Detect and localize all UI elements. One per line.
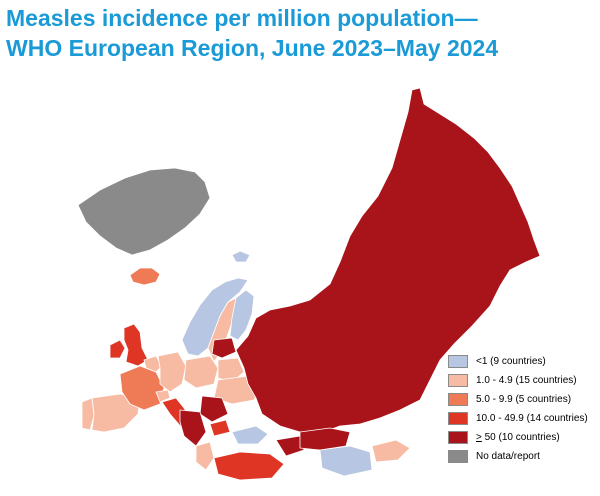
legend-swatch xyxy=(448,431,468,444)
legend-label: 10.0 - 49.9 (14 countries) xyxy=(476,413,588,424)
legend-swatch xyxy=(448,412,468,425)
legend-swatch xyxy=(448,450,468,463)
region-turkey xyxy=(213,451,285,481)
legend-swatch xyxy=(448,374,468,387)
legend-label: No data/report xyxy=(476,451,540,462)
region-russia xyxy=(235,87,541,435)
region-ireland xyxy=(109,339,126,359)
legend-prefix: > xyxy=(476,432,482,443)
map-title-line-1: Measles incidence per million population… xyxy=(6,5,478,31)
legend-label: 5.0 - 9.9 (5 countries) xyxy=(476,394,572,405)
region-baltics xyxy=(211,337,237,359)
region-kyrgyz-taj xyxy=(371,439,411,463)
legend-item-1-to-4-9: 1.0 - 4.9 (15 countries) xyxy=(448,371,598,390)
region-romania xyxy=(199,395,229,423)
region-svalbard xyxy=(231,250,251,263)
legend-label: 50 (10 countries) xyxy=(481,432,560,443)
legend-item-lt1: <1 (9 countries) xyxy=(448,352,598,371)
region-benelux xyxy=(143,355,163,373)
region-caucasus xyxy=(275,435,305,457)
legend-item-ge50: > 50 (10 countries) xyxy=(448,428,598,447)
legend-item-no-data: No data/report xyxy=(448,447,598,466)
region-france xyxy=(119,365,165,411)
legend-swatch xyxy=(448,393,468,406)
region-iceland xyxy=(129,267,161,286)
map-title-line-2: WHO European Region, June 2023–May 2024 xyxy=(6,35,499,61)
region-portugal xyxy=(81,397,95,431)
legend-item-5-to-9-9: 5.0 - 9.9 (5 countries) xyxy=(448,390,598,409)
region-germany xyxy=(157,351,187,393)
region-central-asia xyxy=(319,445,373,477)
legend-label: <1 (9 countries) xyxy=(476,356,546,367)
legend-swatch xyxy=(448,355,468,368)
legend-item-10-to-49-9: 10.0 - 49.9 (14 countries) xyxy=(448,409,598,428)
region-greece xyxy=(195,441,215,471)
region-kazakhstan-west xyxy=(299,427,351,451)
region-poland xyxy=(183,355,219,389)
map-title: Measles incidence per million population… xyxy=(6,3,596,63)
region-switzerland xyxy=(155,389,171,403)
region-black-sea xyxy=(231,425,269,445)
region-bulgaria xyxy=(209,419,231,437)
region-norway xyxy=(181,277,249,357)
region-greenland xyxy=(77,167,211,256)
legend-label: 1.0 - 4.9 (15 countries) xyxy=(476,375,577,386)
map-legend: <1 (9 countries) 1.0 - 4.9 (15 countries… xyxy=(448,352,598,466)
region-uk xyxy=(123,323,149,367)
region-finland xyxy=(229,289,255,341)
